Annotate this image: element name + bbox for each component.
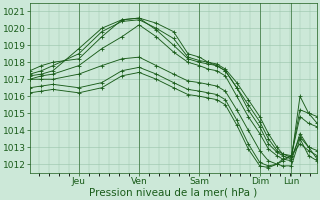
X-axis label: Pression niveau de la mer( hPa ): Pression niveau de la mer( hPa ): [90, 187, 258, 197]
